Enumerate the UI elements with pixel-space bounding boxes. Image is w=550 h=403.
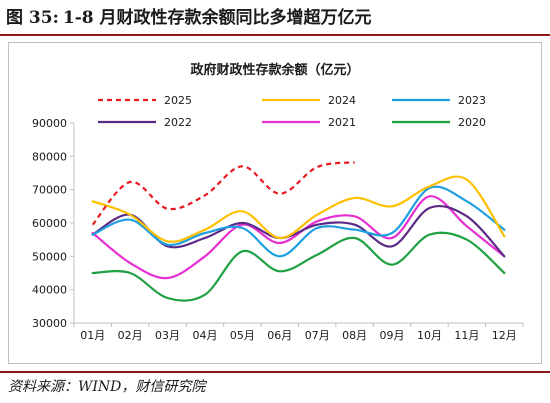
source-note: 资料来源：WIND，财信研究院	[8, 379, 206, 395]
x-tick-label: 11月	[454, 329, 479, 342]
figure-title-text: 1-8 月财政性存款余额同比多增超万亿元	[62, 8, 372, 28]
series-line-2022	[91, 204, 506, 258]
x-tick-label: 05月	[230, 329, 255, 342]
x-tick-label: 01月	[80, 329, 105, 342]
x-tick-label: 12月	[492, 329, 517, 342]
figure-title: 图 35: 1-8 月财政性存款余额同比多增超万亿元	[6, 4, 546, 32]
series-line-2023	[91, 185, 506, 258]
y-tick-label: 80000	[32, 150, 67, 163]
x-tick-label: 07月	[305, 329, 330, 342]
legend-label-2024: 2024	[328, 94, 356, 107]
legend-label-2021: 2021	[328, 116, 356, 129]
bottom-rule	[0, 371, 550, 373]
series-line-2025	[91, 161, 355, 226]
legend-label-2025: 2025	[164, 94, 192, 107]
x-tick-label: 09月	[380, 329, 405, 342]
y-tick-label: 60000	[32, 217, 67, 230]
x-tick-label: 04月	[192, 329, 217, 342]
y-tick-label: 30000	[32, 317, 67, 330]
figure-label: 图 35:	[6, 8, 59, 28]
y-tick-label: 50000	[32, 250, 67, 263]
y-tick-label: 40000	[32, 284, 67, 297]
legend-label-2022: 2022	[164, 116, 192, 129]
x-tick-label: 08月	[342, 329, 367, 342]
x-tick-label: 10月	[417, 329, 442, 342]
x-tick-label: 06月	[267, 329, 292, 342]
legend-label-2020: 2020	[458, 116, 486, 129]
chart-title: 政府财政性存款余额（亿元）	[190, 62, 359, 78]
x-tick-label: 03月	[155, 329, 180, 342]
series-line-2024	[91, 175, 506, 243]
y-tick-label: 70000	[32, 184, 67, 197]
x-tick-label: 02月	[118, 329, 143, 342]
series-line-2020	[91, 231, 506, 302]
legend-label-2023: 2023	[458, 94, 486, 107]
top-rule	[0, 34, 550, 36]
y-tick-label: 90000	[32, 117, 67, 130]
line-chart: 政府财政性存款余额（亿元） 30000 40000 50000 60000 70000 80…	[32, 62, 524, 342]
